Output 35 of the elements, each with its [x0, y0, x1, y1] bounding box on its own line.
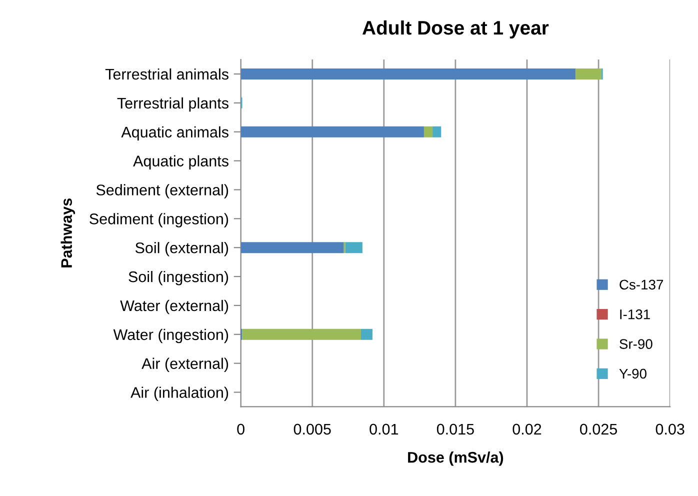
- legend-label: Sr-90: [620, 339, 652, 349]
- y-tick-label: Soil (ingestion): [128, 270, 228, 286]
- x-tick-label: 0.01: [370, 424, 398, 435]
- legend-label: I-131: [620, 309, 650, 320]
- bar: [240, 68, 576, 80]
- x-tick-label: 0.025: [580, 424, 618, 435]
- y-tick-label: Water (external): [120, 300, 228, 314]
- bar: [240, 126, 424, 138]
- y-tick-label: Air (external): [142, 358, 228, 372]
- y-tick-label: Terrestrial animals: [105, 68, 228, 80]
- y-tick-label: Sediment (external): [96, 184, 228, 198]
- y-tick-label: Water (ingestion): [113, 328, 228, 344]
- bar: [576, 68, 602, 80]
- x-tick-label: 0.005: [294, 424, 331, 435]
- x-tick-label: 0: [237, 424, 244, 435]
- x-tick-label: 0.03: [656, 424, 684, 435]
- x-tick-label: 0.015: [436, 424, 474, 435]
- bar: [361, 328, 372, 340]
- x-tick-label: 0.02: [512, 424, 542, 435]
- y-tick-label: Aquatic animals: [121, 126, 228, 141]
- y-tick-label: Soil (external): [135, 242, 228, 256]
- bar: [432, 126, 442, 138]
- bar: [424, 126, 433, 138]
- bar: [345, 242, 362, 254]
- bar: [242, 328, 362, 340]
- legend-label: Y-90: [619, 368, 646, 379]
- chart-title: Adult Dose at 1 year: [362, 20, 549, 39]
- y-tick-label: Aquatic plants: [133, 155, 228, 170]
- y-tick-label: Terrestrial plants: [117, 97, 228, 112]
- legend-label: Cs-137: [620, 280, 664, 290]
- y-tick-label: Air (inhalation): [130, 386, 228, 401]
- x-axis-title: Dose (mSv/a): [408, 452, 504, 466]
- y-tick-label: Sediment (ingestion): [90, 213, 228, 228]
- y-axis-title: Pathways: [60, 198, 76, 268]
- bar: [240, 242, 344, 254]
